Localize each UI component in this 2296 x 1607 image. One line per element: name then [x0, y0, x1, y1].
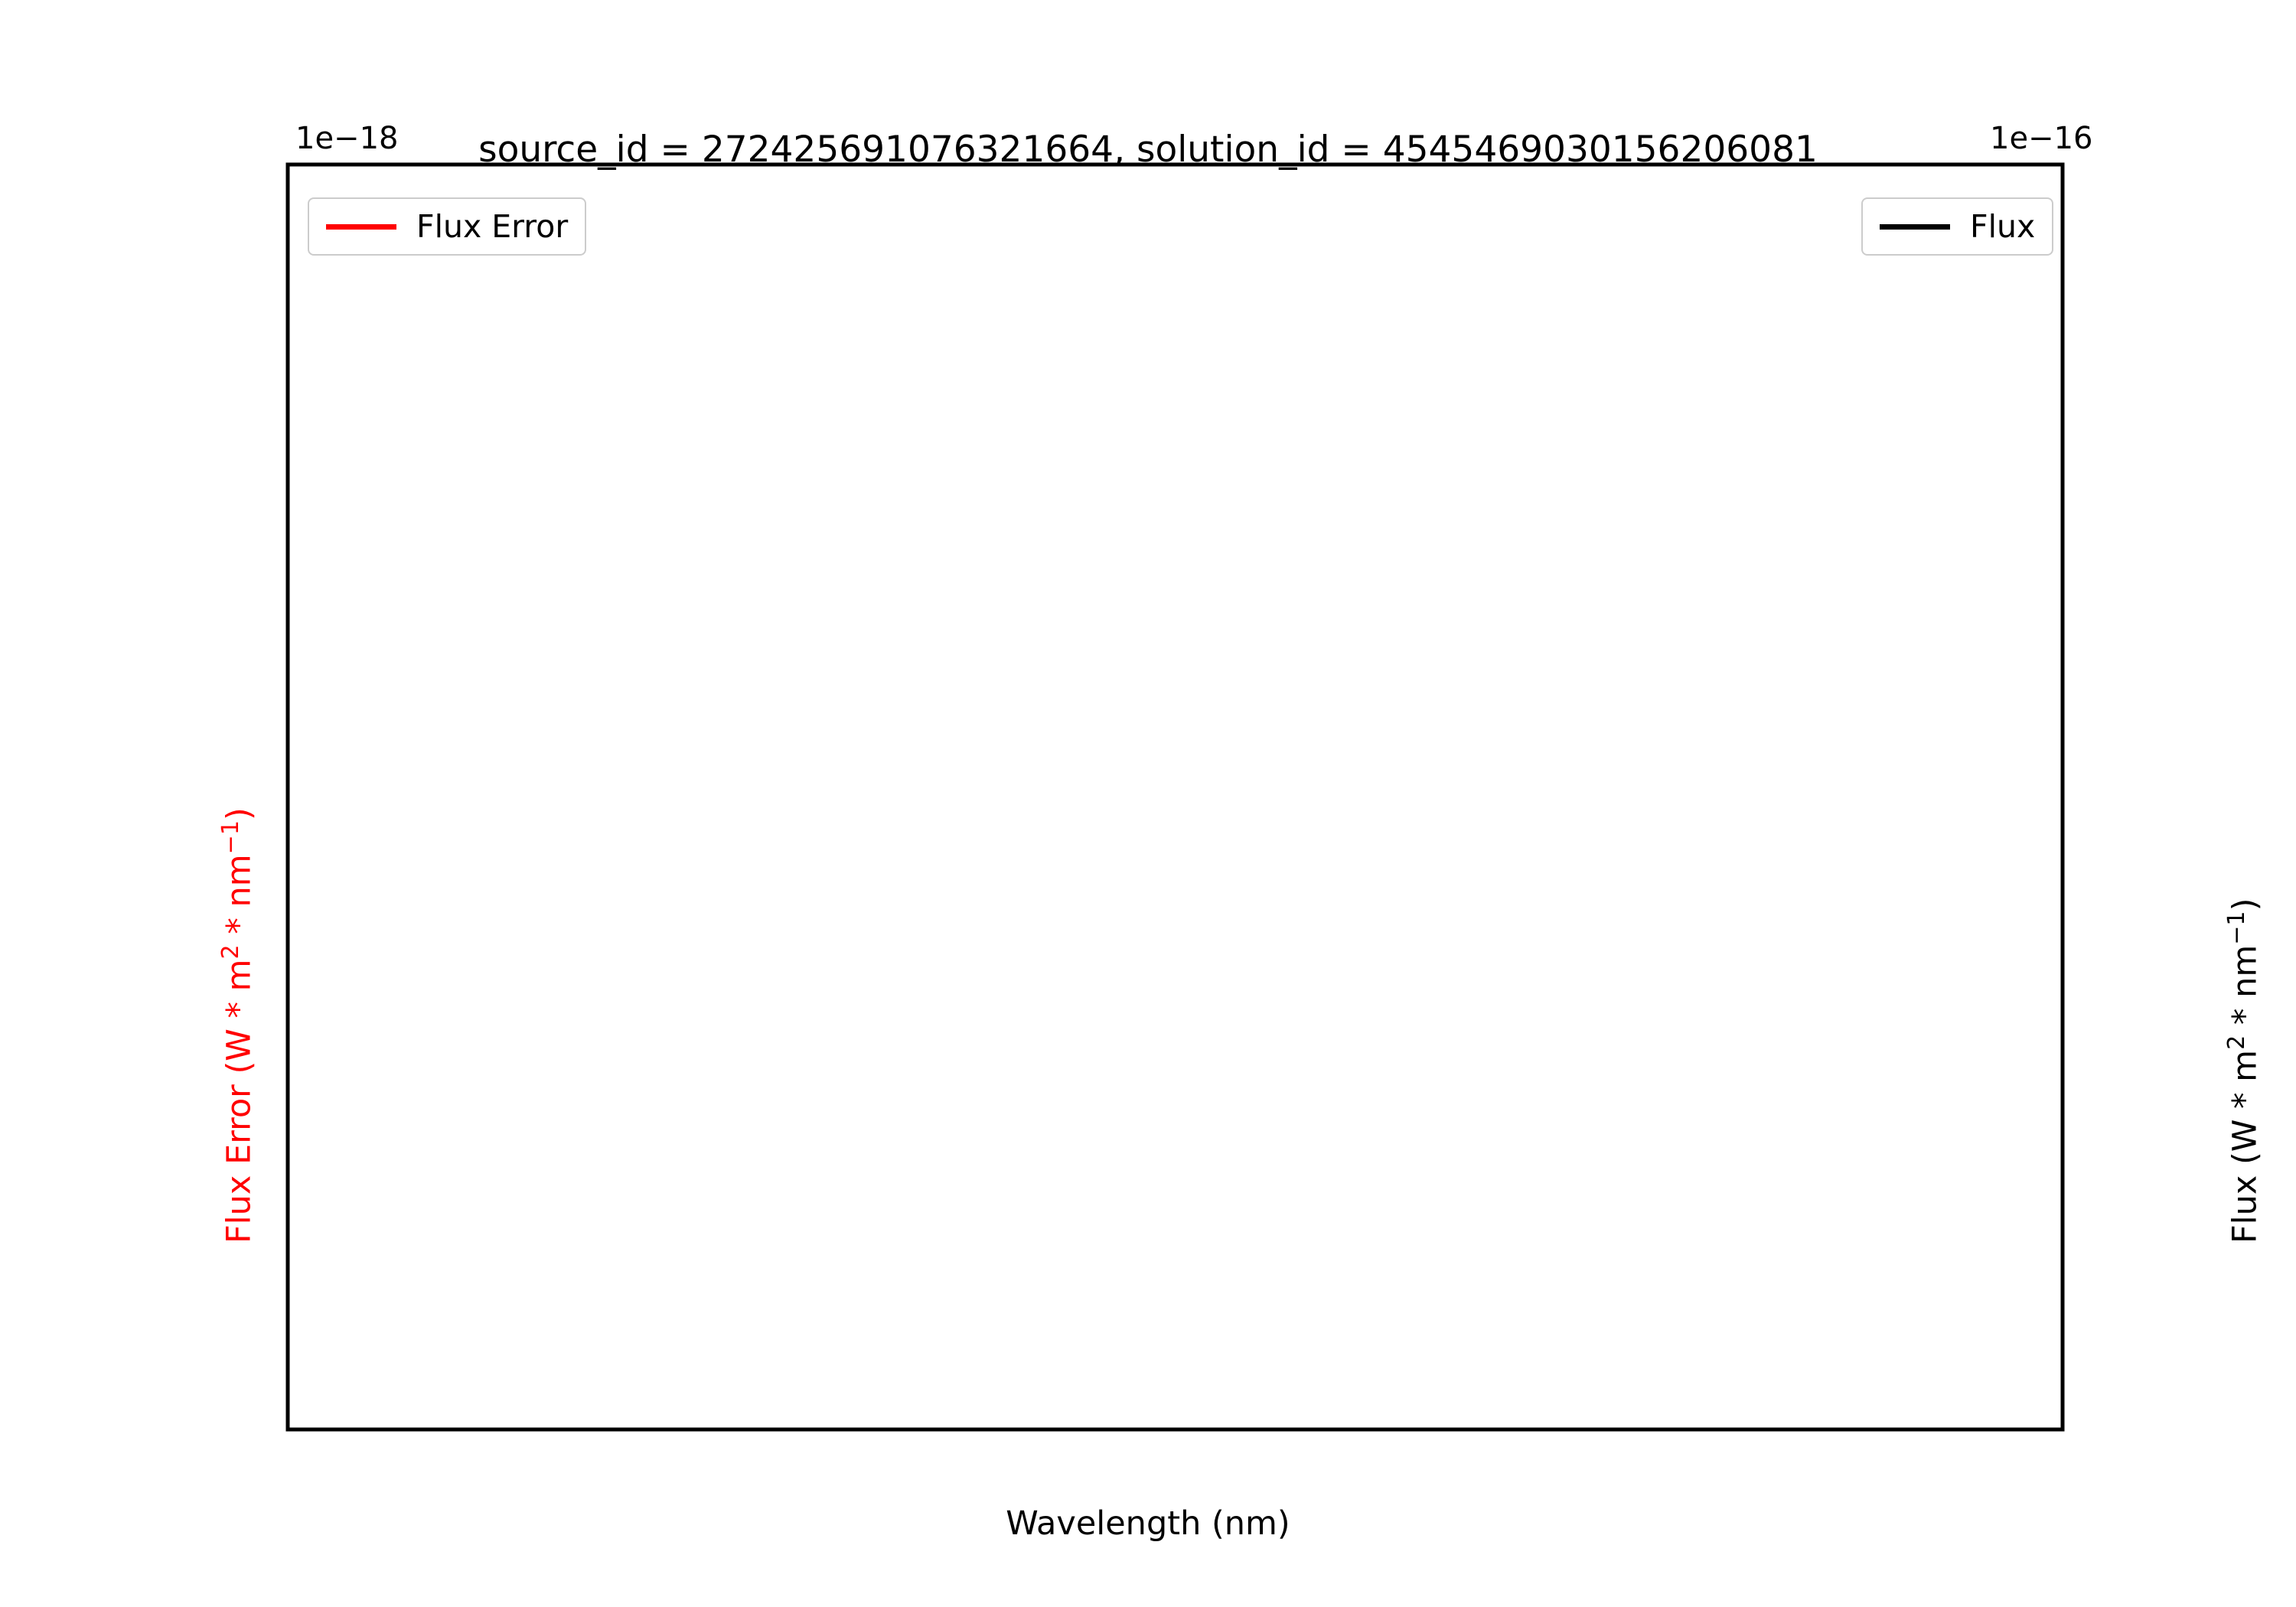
- legend-label-flux: Flux: [1970, 208, 2036, 245]
- x-axis-label: Wavelength (nm): [1006, 1504, 1290, 1543]
- right-y-axis-label-end: ): [2226, 898, 2265, 911]
- left-y-axis-label: Flux Error (W * m2 * nm−1): [217, 325, 258, 1244]
- left-y-axis-label-exp2: −1: [217, 820, 244, 855]
- right-y-axis-label-exp2: −1: [2223, 911, 2250, 945]
- legend-line-icon-black: [1880, 223, 1950, 230]
- right-y-axis-label-text2: * nm: [2226, 944, 2265, 1035]
- legend-flux[interactable]: Flux: [1861, 197, 2054, 256]
- legend-flux-error[interactable]: Flux Error: [308, 197, 587, 256]
- right-axis-offset-text: 1e−16: [1990, 121, 2093, 156]
- left-y-axis-label-text: Flux Error (W * m: [220, 959, 259, 1244]
- left-y-axis-label-text2: * nm: [220, 854, 259, 945]
- page-title: source_id = 272425691076321664, solution…: [478, 129, 1818, 171]
- left-y-axis-label-end: ): [220, 807, 259, 820]
- legend-line-icon-red: [326, 223, 396, 230]
- right-y-axis-label-exp: 2: [2223, 1035, 2250, 1050]
- axes-frame: [285, 162, 2065, 1432]
- left-y-axis-label-exp: 2: [217, 944, 244, 960]
- legend-label-flux-error: Flux Error: [416, 208, 569, 245]
- right-y-axis-label: Flux (W * m2 * nm−1): [2223, 325, 2264, 1244]
- right-y-axis-label-text: Flux (W * m: [2226, 1049, 2265, 1244]
- left-axis-offset-text: 1e−18: [295, 121, 399, 156]
